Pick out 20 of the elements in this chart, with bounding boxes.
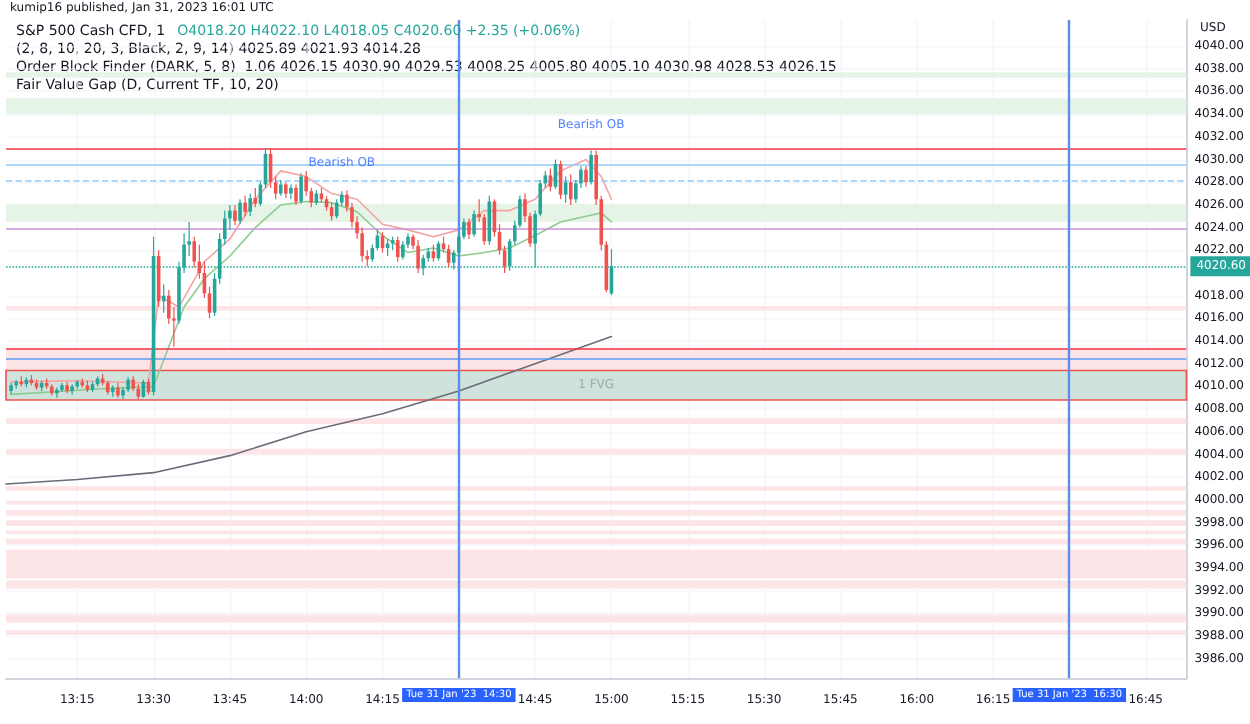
candlestick: [467, 217, 471, 240]
candlestick: [584, 165, 588, 188]
candlestick: [55, 386, 59, 399]
candlestick: [334, 198, 339, 220]
candlestick: [568, 173, 573, 206]
candlestick: [238, 198, 242, 225]
candlestick: [253, 187, 258, 208]
candlestick: [401, 240, 405, 260]
candlestick: [589, 149, 593, 186]
line-series: [10, 200, 613, 396]
candlestick: [299, 172, 303, 205]
candlestick: [472, 209, 476, 238]
candlestick: [395, 236, 400, 263]
line-series: [5, 335, 613, 485]
candlestick: [161, 283, 166, 314]
candlestick: [294, 183, 298, 206]
candlestick: [243, 195, 247, 217]
candlestick: [416, 239, 420, 274]
candlestick: [248, 192, 253, 217]
candlestick: [233, 204, 237, 226]
